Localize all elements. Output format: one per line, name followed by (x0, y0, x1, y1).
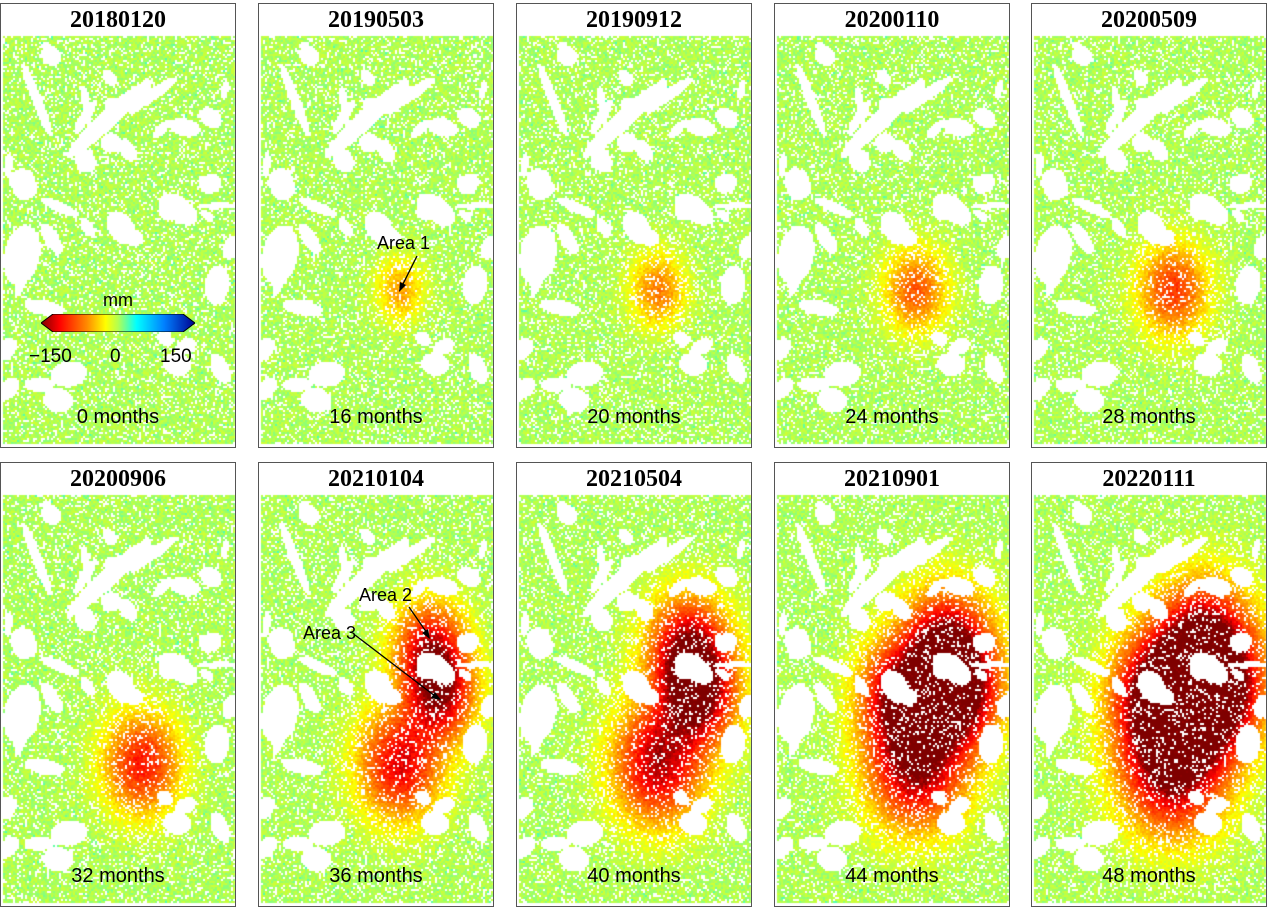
area1-label: Area 1 (377, 233, 431, 253)
map-panel-6: 20200906 32 months (0, 462, 236, 907)
colorbar-tick-zero: 0 (110, 346, 121, 367)
map-panel-5: 20200509 28 months (1031, 3, 1267, 448)
colorbar: mm −150 0 150 (29, 290, 199, 370)
panel-months: 24 months (845, 406, 939, 428)
panel-date: 20200509 (1101, 7, 1197, 33)
deformation-map (517, 4, 751, 447)
panel-months: 28 months (1102, 406, 1196, 428)
panel-months: 48 months (1102, 865, 1196, 887)
panel-date: 20210104 (328, 466, 424, 492)
panel-date: 20200110 (844, 7, 940, 33)
panel-months: 0 months (76, 406, 160, 428)
deformation-map (775, 4, 1009, 447)
map-panel-1: 20180120 0 months mm −150 0 150 (0, 3, 236, 448)
colorbar-unit: mm (103, 290, 133, 310)
area2-label: Area 2 (359, 585, 413, 605)
panel-date: 20190912 (586, 7, 682, 33)
panel-months: 36 months (329, 865, 423, 887)
deformation-map (259, 4, 493, 447)
colorbar-tick-max: 150 (160, 346, 192, 367)
panel-date: 20190503 (328, 7, 424, 33)
panel-date: 20200906 (70, 466, 166, 492)
map-panel-8: 20210504 40 months (516, 462, 752, 907)
panel-date: 20220111 (1102, 466, 1196, 492)
deformation-map (259, 463, 493, 906)
map-panel-2: 20190503 16 months Area 1 (258, 3, 494, 448)
map-panel-10: 20220111 48 months (1031, 462, 1267, 907)
map-panel-4: 20200110 24 months (774, 3, 1010, 448)
panel-date: 20210504 (586, 466, 682, 492)
panel-months: 20 months (587, 406, 681, 428)
panel-months: 16 months (329, 406, 423, 428)
deformation-map (775, 463, 1009, 906)
deformation-map (1, 463, 235, 906)
colorbar-tick-min: −150 (29, 346, 72, 367)
deformation-map (1, 4, 235, 447)
panel-date: 20180120 (70, 7, 166, 33)
map-panel-3: 20190912 20 months (516, 3, 752, 448)
deformation-map (1032, 4, 1266, 447)
panel-months: 40 months (587, 865, 681, 887)
map-panel-7: 20210104 36 months Area 2 Area 3 (258, 462, 494, 907)
panel-date: 20210901 (844, 466, 940, 492)
deformation-map (517, 463, 751, 906)
area3-label: Area 3 (303, 623, 357, 643)
colorbar-gradient (41, 314, 195, 332)
panel-months: 44 months (845, 865, 939, 887)
map-panel-9: 20210901 44 months (774, 462, 1010, 907)
panel-months: 32 months (71, 865, 165, 887)
deformation-map (1032, 463, 1266, 906)
